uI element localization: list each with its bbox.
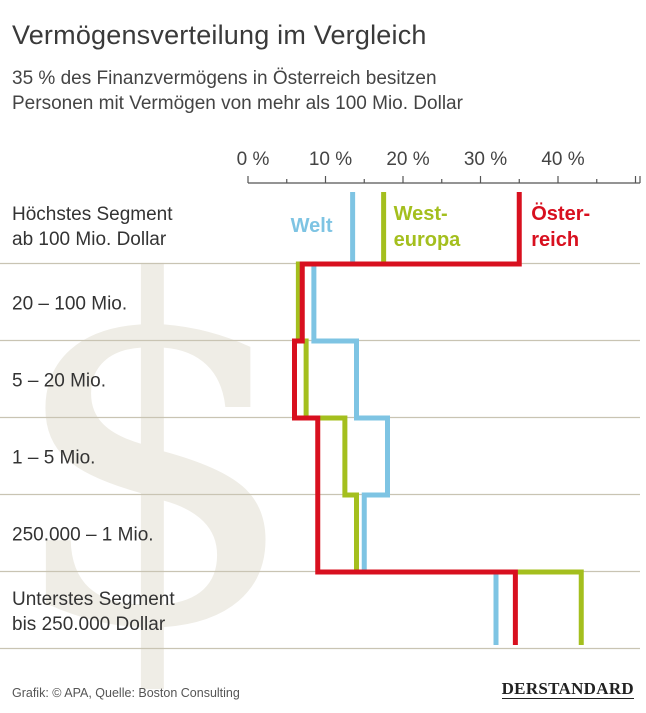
series-line-2 xyxy=(292,192,522,645)
category-label: 20 – 100 Mio. xyxy=(12,294,127,315)
category-label: bis 250.000 Dollar xyxy=(12,614,166,635)
category-label: Höchstes Segment xyxy=(12,204,173,225)
chart-title: Vermögensverteilung im Vergleich xyxy=(12,20,427,50)
dollar-sign-icon: $ xyxy=(5,184,304,713)
series-label: Öster- xyxy=(531,202,590,225)
series-label: Welt xyxy=(291,215,333,237)
x-tick-label: 10 % xyxy=(309,149,352,170)
brand-logo: DERSTANDARD xyxy=(501,679,634,699)
category-label: 250.000 – 1 Mio. xyxy=(12,525,154,546)
x-tick-label: 20 % xyxy=(386,149,429,170)
series-line-1 xyxy=(295,192,584,645)
subtitle-line-1: 35 % des Finanzvermögens in Österreich b… xyxy=(12,68,437,89)
series-label: reich xyxy=(531,229,579,251)
category-label: Unterstes Segment xyxy=(12,589,175,610)
series-label: europa xyxy=(394,229,462,251)
category-label: 1 – 5 Mio. xyxy=(12,448,95,469)
category-label: 5 – 20 Mio. xyxy=(12,371,106,392)
source-credit: Grafik: © APA, Quelle: Boston Consulting xyxy=(12,686,240,700)
category-label: ab 100 Mio. Dollar xyxy=(12,229,167,250)
subtitle-line-2: Personen mit Vermögen von mehr als 100 M… xyxy=(12,93,463,114)
x-tick-label: 40 % xyxy=(541,149,584,170)
x-tick-label: 30 % xyxy=(464,149,507,170)
chart-subtitle: 35 % des Finanzvermögens in Österreich b… xyxy=(12,66,632,116)
series-label: West- xyxy=(394,203,448,225)
x-tick-label: 0 % xyxy=(237,149,270,170)
